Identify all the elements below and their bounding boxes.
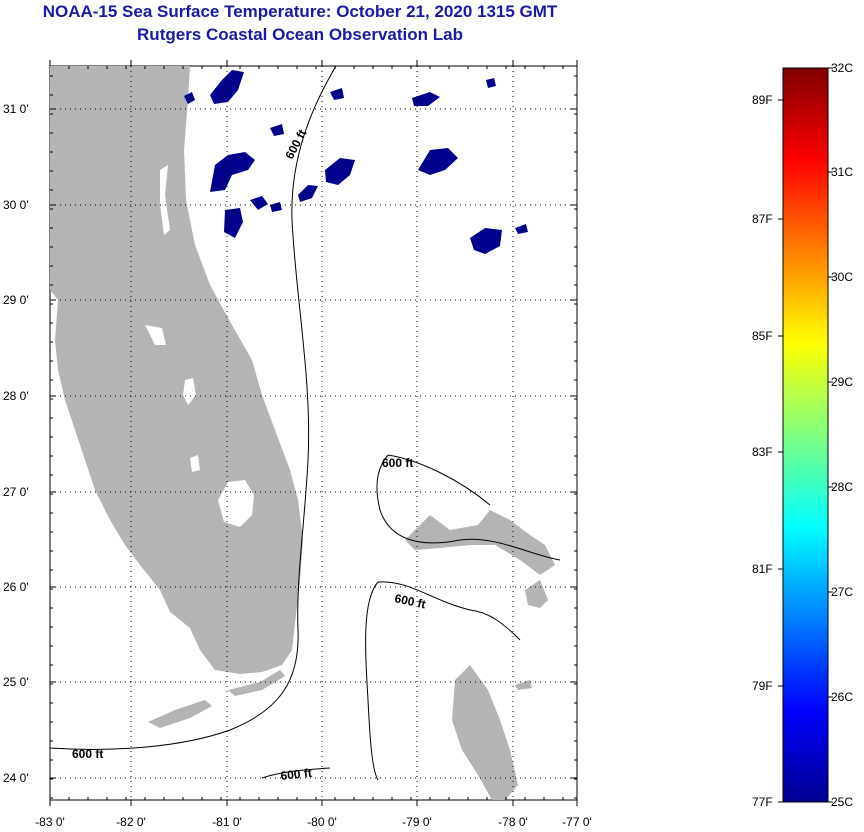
celsius-label: 25C — [831, 795, 854, 809]
lat-label: 27 0' — [3, 485, 29, 499]
longitude-labels: -83 0' -82 0' -81 0' -80 0' -79 0' -78 0' -77 … — [35, 815, 592, 829]
contour-label-mid: 600 ft — [393, 591, 427, 611]
map-subtitle: Rutgers Coastal Ocean Observation Lab — [137, 25, 463, 44]
lat-label: 29 0' — [3, 293, 29, 307]
lon-label: -77 0' — [562, 815, 592, 829]
fahrenheit-label: 87F — [752, 212, 773, 226]
celsius-label: 26C — [831, 690, 854, 704]
lon-label: -83 0' — [35, 815, 65, 829]
contour-label-bottom: 600 ft — [280, 766, 313, 783]
lon-label: -78 0' — [498, 815, 528, 829]
color-scale-ticks — [778, 67, 833, 803]
celsius-label: 31C — [831, 165, 854, 179]
lat-label: 30 0' — [3, 198, 29, 212]
celsius-label: 27C — [831, 585, 854, 599]
lon-label: -82 0' — [116, 815, 146, 829]
celsius-label: 32C — [831, 61, 854, 75]
lat-label: 31 0' — [3, 102, 29, 116]
celsius-label: 30C — [831, 270, 854, 284]
lat-label: 25 0' — [3, 675, 29, 689]
fahrenheit-label: 85F — [752, 329, 773, 343]
fahrenheit-label: 83F — [752, 445, 773, 459]
fahrenheit-label: 77F — [752, 795, 773, 809]
fahrenheit-label: 79F — [752, 679, 773, 693]
celsius-label: 28C — [831, 480, 854, 494]
lat-label: 26 0' — [3, 580, 29, 594]
andros-land — [452, 665, 518, 800]
fahrenheit-label: 89F — [752, 93, 773, 107]
lat-label: 24 0' — [3, 771, 29, 785]
fahrenheit-label: 81F — [752, 562, 773, 576]
map-title: NOAA-15 Sea Surface Temperature: October… — [42, 2, 558, 21]
latitude-labels: 31 0' 30 0' 29 0' 28 0' 27 0' 26 0' 25 0' 24 0' — [3, 102, 29, 785]
lat-label: 28 0' — [3, 389, 29, 403]
celsius-label: 29C — [831, 375, 854, 389]
color-scale-bar — [782, 67, 829, 803]
lat-lon-grid — [49, 60, 578, 806]
contour-label-bahama: 600 ft — [382, 456, 413, 470]
contour-label-left: 600 ft — [72, 747, 103, 761]
lon-label: -79 0' — [402, 815, 432, 829]
lon-label: -81 0' — [212, 815, 242, 829]
depth-contours — [49, 65, 561, 781]
grand-bahama-land — [405, 510, 555, 575]
florida-keys — [148, 700, 212, 728]
lon-label: -80 0' — [307, 815, 337, 829]
